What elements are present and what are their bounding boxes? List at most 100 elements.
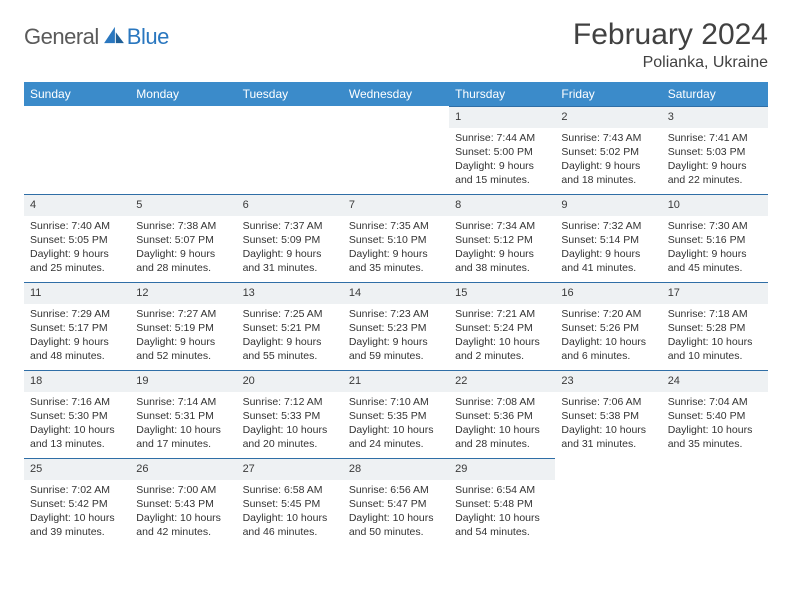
daylight-text-1: Daylight: 9 hours: [136, 335, 230, 349]
daylight-text-1: Daylight: 10 hours: [136, 423, 230, 437]
daylight-text-2: and 42 minutes.: [136, 525, 230, 539]
calendar-week-row: 25Sunrise: 7:02 AMSunset: 5:42 PMDayligh…: [24, 458, 768, 546]
sunrise-text: Sunrise: 7:43 AM: [561, 131, 655, 145]
day-details: Sunrise: 7:43 AMSunset: 5:02 PMDaylight:…: [555, 128, 661, 194]
sunset-text: Sunset: 5:19 PM: [136, 321, 230, 335]
sunset-text: Sunset: 5:40 PM: [668, 409, 762, 423]
calendar-day-cell: 7Sunrise: 7:35 AMSunset: 5:10 PMDaylight…: [343, 194, 449, 282]
calendar-day-cell: 14Sunrise: 7:23 AMSunset: 5:23 PMDayligh…: [343, 282, 449, 370]
sunrise-text: Sunrise: 7:44 AM: [455, 131, 549, 145]
day-number: 17: [662, 282, 768, 304]
sunrise-text: Sunrise: 7:35 AM: [349, 219, 443, 233]
day-number: 2: [555, 106, 661, 128]
day-number: 9: [555, 194, 661, 216]
calendar-day-cell: [555, 458, 661, 546]
sunset-text: Sunset: 5:48 PM: [455, 497, 549, 511]
day-details: Sunrise: 7:34 AMSunset: 5:12 PMDaylight:…: [449, 216, 555, 282]
calendar-day-cell: 3Sunrise: 7:41 AMSunset: 5:03 PMDaylight…: [662, 106, 768, 194]
daylight-text-2: and 18 minutes.: [561, 173, 655, 187]
daylight-text-1: Daylight: 10 hours: [561, 423, 655, 437]
calendar-day-cell: 29Sunrise: 6:54 AMSunset: 5:48 PMDayligh…: [449, 458, 555, 546]
sunset-text: Sunset: 5:03 PM: [668, 145, 762, 159]
day-number: 24: [662, 370, 768, 392]
brand-blue: Blue: [127, 24, 169, 50]
weekday-header: Wednesday: [343, 82, 449, 106]
daylight-text-2: and 46 minutes.: [243, 525, 337, 539]
brand-sail-icon: [103, 26, 125, 44]
day-details: Sunrise: 6:56 AMSunset: 5:47 PMDaylight:…: [343, 480, 449, 546]
daylight-text-2: and 41 minutes.: [561, 261, 655, 275]
calendar-day-cell: 28Sunrise: 6:56 AMSunset: 5:47 PMDayligh…: [343, 458, 449, 546]
calendar-week-row: 1Sunrise: 7:44 AMSunset: 5:00 PMDaylight…: [24, 106, 768, 194]
sunset-text: Sunset: 5:31 PM: [136, 409, 230, 423]
day-number: [130, 106, 236, 127]
day-details: Sunrise: 7:14 AMSunset: 5:31 PMDaylight:…: [130, 392, 236, 458]
daylight-text-2: and 15 minutes.: [455, 173, 549, 187]
weekday-header: Sunday: [24, 82, 130, 106]
day-details: Sunrise: 7:04 AMSunset: 5:40 PMDaylight:…: [662, 392, 768, 458]
sunrise-text: Sunrise: 6:58 AM: [243, 483, 337, 497]
day-details: Sunrise: 7:08 AMSunset: 5:36 PMDaylight:…: [449, 392, 555, 458]
daylight-text-1: Daylight: 10 hours: [30, 423, 124, 437]
daylight-text-1: Daylight: 9 hours: [136, 247, 230, 261]
day-number: 19: [130, 370, 236, 392]
sunset-text: Sunset: 5:14 PM: [561, 233, 655, 247]
day-details: Sunrise: 7:21 AMSunset: 5:24 PMDaylight:…: [449, 304, 555, 370]
sunrise-text: Sunrise: 7:16 AM: [30, 395, 124, 409]
daylight-text-2: and 39 minutes.: [30, 525, 124, 539]
daylight-text-2: and 13 minutes.: [30, 437, 124, 451]
day-details: Sunrise: 7:12 AMSunset: 5:33 PMDaylight:…: [237, 392, 343, 458]
day-number: 16: [555, 282, 661, 304]
sunset-text: Sunset: 5:45 PM: [243, 497, 337, 511]
sunrise-text: Sunrise: 7:25 AM: [243, 307, 337, 321]
day-number: 13: [237, 282, 343, 304]
day-number: 8: [449, 194, 555, 216]
day-details: Sunrise: 7:44 AMSunset: 5:00 PMDaylight:…: [449, 128, 555, 194]
calendar-week-row: 11Sunrise: 7:29 AMSunset: 5:17 PMDayligh…: [24, 282, 768, 370]
calendar-day-cell: 8Sunrise: 7:34 AMSunset: 5:12 PMDaylight…: [449, 194, 555, 282]
sunset-text: Sunset: 5:21 PM: [243, 321, 337, 335]
brand-general: General: [24, 24, 99, 50]
weekday-header: Saturday: [662, 82, 768, 106]
sunrise-text: Sunrise: 7:20 AM: [561, 307, 655, 321]
weekday-header: Friday: [555, 82, 661, 106]
calendar-day-cell: [662, 458, 768, 546]
day-number: 26: [130, 458, 236, 480]
calendar-week-row: 18Sunrise: 7:16 AMSunset: 5:30 PMDayligh…: [24, 370, 768, 458]
daylight-text-2: and 38 minutes.: [455, 261, 549, 275]
daylight-text-2: and 31 minutes.: [561, 437, 655, 451]
calendar-day-cell: 9Sunrise: 7:32 AMSunset: 5:14 PMDaylight…: [555, 194, 661, 282]
weekday-header-row: Sunday Monday Tuesday Wednesday Thursday…: [24, 82, 768, 106]
calendar-day-cell: 2Sunrise: 7:43 AMSunset: 5:02 PMDaylight…: [555, 106, 661, 194]
daylight-text-1: Daylight: 9 hours: [455, 159, 549, 173]
daylight-text-1: Daylight: 9 hours: [561, 159, 655, 173]
daylight-text-1: Daylight: 9 hours: [455, 247, 549, 261]
sunrise-text: Sunrise: 7:04 AM: [668, 395, 762, 409]
day-number: 23: [555, 370, 661, 392]
daylight-text-1: Daylight: 10 hours: [455, 335, 549, 349]
calendar-day-cell: 6Sunrise: 7:37 AMSunset: 5:09 PMDaylight…: [237, 194, 343, 282]
day-details: Sunrise: 7:10 AMSunset: 5:35 PMDaylight:…: [343, 392, 449, 458]
sunset-text: Sunset: 5:26 PM: [561, 321, 655, 335]
day-number: [24, 106, 130, 127]
day-number: 1: [449, 106, 555, 128]
sunrise-text: Sunrise: 6:54 AM: [455, 483, 549, 497]
day-details: Sunrise: 7:32 AMSunset: 5:14 PMDaylight:…: [555, 216, 661, 282]
day-number: 10: [662, 194, 768, 216]
day-details: Sunrise: 7:06 AMSunset: 5:38 PMDaylight:…: [555, 392, 661, 458]
daylight-text-1: Daylight: 9 hours: [30, 335, 124, 349]
day-number: 25: [24, 458, 130, 480]
daylight-text-2: and 28 minutes.: [136, 261, 230, 275]
sunset-text: Sunset: 5:12 PM: [455, 233, 549, 247]
calendar-day-cell: 27Sunrise: 6:58 AMSunset: 5:45 PMDayligh…: [237, 458, 343, 546]
calendar-day-cell: [130, 106, 236, 194]
sunset-text: Sunset: 5:24 PM: [455, 321, 549, 335]
calendar-day-cell: 22Sunrise: 7:08 AMSunset: 5:36 PMDayligh…: [449, 370, 555, 458]
day-details: Sunrise: 7:41 AMSunset: 5:03 PMDaylight:…: [662, 128, 768, 194]
day-number: 28: [343, 458, 449, 480]
sunset-text: Sunset: 5:35 PM: [349, 409, 443, 423]
sunrise-text: Sunrise: 7:34 AM: [455, 219, 549, 233]
day-details: Sunrise: 6:58 AMSunset: 5:45 PMDaylight:…: [237, 480, 343, 546]
sunset-text: Sunset: 5:07 PM: [136, 233, 230, 247]
daylight-text-2: and 24 minutes.: [349, 437, 443, 451]
